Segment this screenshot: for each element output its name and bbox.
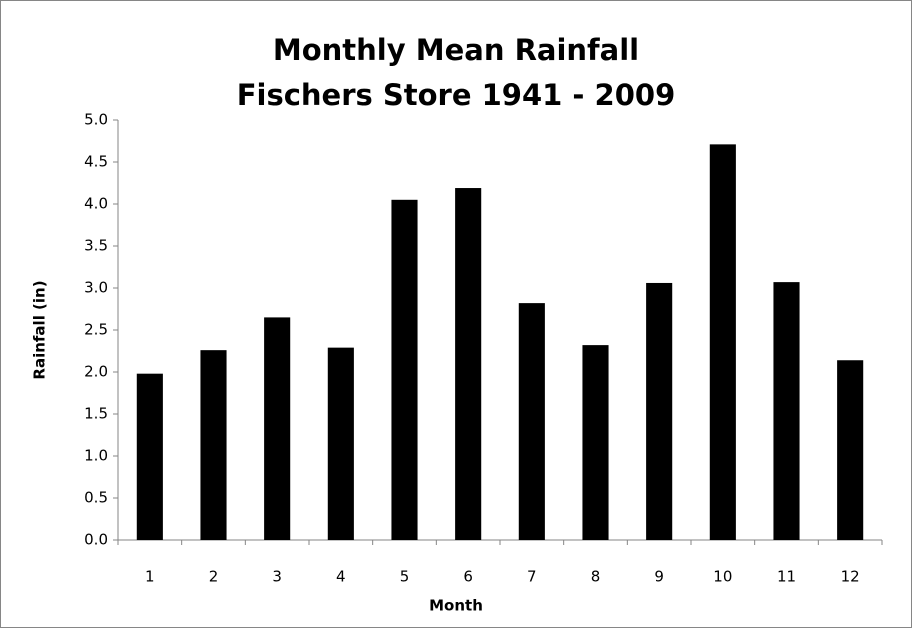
bar bbox=[837, 360, 864, 540]
x-tick-label: 1 bbox=[145, 568, 155, 586]
chart-title: Monthly Mean Rainfall bbox=[273, 33, 639, 67]
y-tick-label: 1.5 bbox=[84, 405, 108, 423]
y-tick-label: 2.5 bbox=[84, 321, 108, 339]
y-tick-label: 4.0 bbox=[84, 195, 108, 213]
x-axis-title: Month bbox=[429, 597, 483, 615]
bar bbox=[327, 347, 354, 540]
x-tick-label: 10 bbox=[713, 568, 732, 586]
x-tick-label: 4 bbox=[336, 568, 346, 586]
y-tick-label: 5.0 bbox=[84, 111, 108, 129]
x-tick-label: 2 bbox=[209, 568, 219, 586]
x-tick-label: 12 bbox=[841, 568, 860, 586]
bar bbox=[773, 282, 800, 540]
bar bbox=[391, 199, 418, 541]
x-tick-label: 6 bbox=[463, 568, 473, 586]
y-tick-label: 0.5 bbox=[84, 489, 108, 507]
x-tick-label: 3 bbox=[272, 568, 282, 586]
bar bbox=[518, 303, 545, 540]
y-tick-label: 4.5 bbox=[84, 153, 108, 171]
x-tick-label: 8 bbox=[591, 568, 601, 586]
x-tick-label: 5 bbox=[400, 568, 410, 586]
bar bbox=[136, 373, 163, 540]
chart-subtitle: Fischers Store 1941 - 2009 bbox=[237, 78, 676, 112]
x-tick-label: 11 bbox=[777, 568, 796, 586]
y-tick-label: 1.0 bbox=[84, 447, 108, 465]
bar bbox=[582, 345, 609, 540]
bar bbox=[455, 188, 482, 541]
y-axis-title: Rainfall (in) bbox=[31, 280, 49, 379]
y-tick-label: 3.0 bbox=[84, 279, 108, 297]
bar bbox=[264, 317, 291, 540]
x-tick-label: 7 bbox=[527, 568, 537, 586]
y-tick-label: 3.5 bbox=[84, 237, 108, 255]
bar bbox=[200, 350, 227, 540]
bar bbox=[709, 144, 736, 541]
y-tick-label: 2.0 bbox=[84, 363, 108, 381]
y-tick-label: 0.0 bbox=[84, 531, 108, 549]
x-tick-label: 9 bbox=[654, 568, 664, 586]
bar bbox=[646, 282, 673, 540]
